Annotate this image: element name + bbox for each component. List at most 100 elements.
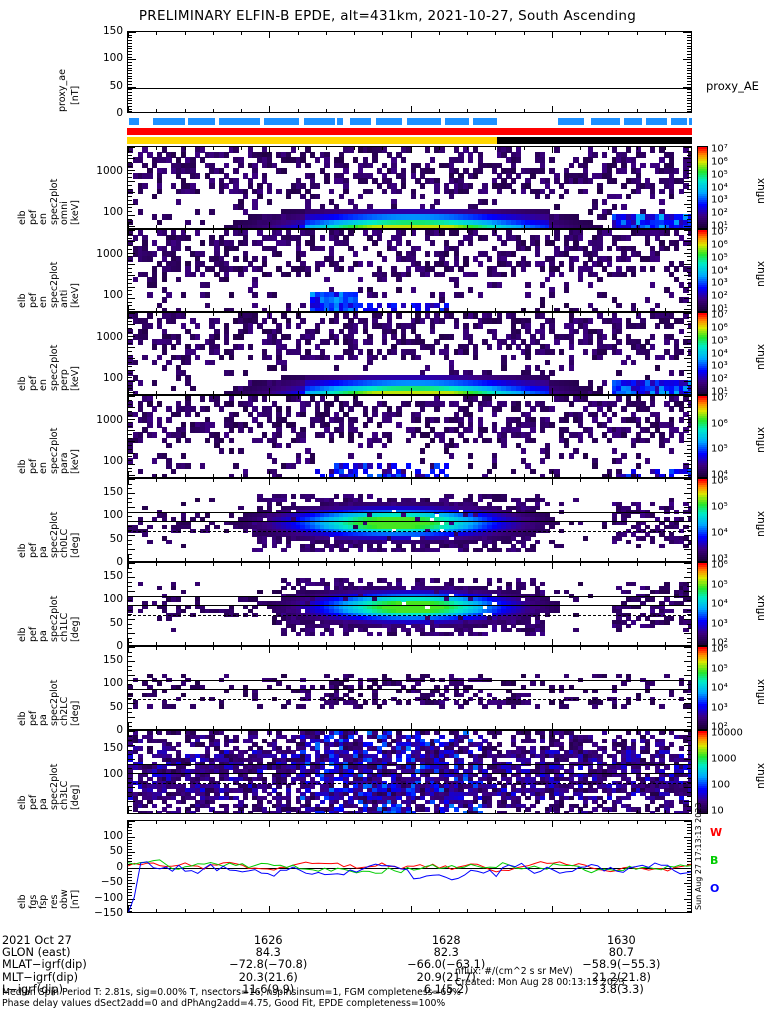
axis-tick [687,279,691,280]
axis-tick [185,313,186,316]
spectrogram-cell [406,438,411,444]
axis-tick [382,109,383,112]
spectrogram-cell [291,494,296,498]
spectrogram-cell [674,355,679,361]
axis-tick [128,370,135,371]
spectrogram-cell [382,189,387,195]
axis-tick [665,396,666,399]
spectrogram-cell [157,355,162,361]
spectrogram-cell [181,453,186,459]
spectrogram-cell [224,163,229,169]
spectrogram-cell [267,189,272,195]
spectrogram-cell [252,396,257,402]
axis-tick [524,32,525,35]
spectrogram-cell [315,194,320,200]
spectrogram-cell [147,323,152,329]
spectrogram-cell [147,540,152,544]
axis-tick [552,388,553,394]
colorbar-segment [698,559,707,561]
spectrogram-cell [200,272,205,278]
spectrogram-cell [281,586,286,590]
axis-tick [128,62,132,63]
axis-tick [213,558,214,561]
spectrogram-cell [468,183,473,189]
axis-tick [687,530,691,531]
spectrogram-data [128,147,691,228]
spectrogram-cell [573,448,578,454]
axis-tick [687,35,691,36]
spectrogram-cell [468,463,473,469]
axis-tick [298,225,299,228]
axis-tick [128,404,132,405]
axis-tick [637,391,638,394]
axis-tick [269,388,270,394]
spectrogram-cell [559,453,564,459]
spectrogram-cell [521,189,526,195]
spectrogram-cell [564,189,569,195]
spectrogram-data [128,479,691,561]
axis-tick [128,521,135,522]
spectrogram-cell [497,318,502,324]
spectrogram-cell [549,406,554,412]
colorbar-segment [698,309,707,311]
axis-tick [156,109,157,112]
spectrogram-cell [267,272,272,278]
axis-tick [439,474,440,477]
spectrogram-cell [147,292,152,298]
spectrogram-cell [564,443,569,449]
spectrogram-cell [521,448,526,454]
spectrogram-cell [348,438,353,444]
axis-tick [128,415,132,416]
spectrogram-data [128,563,691,645]
axis-tick [684,464,691,465]
panel-ytick: 100 [103,509,123,521]
axis-tick [439,308,440,311]
spectrogram-cell [343,548,348,552]
axis-tick [495,308,496,311]
axis-tick [439,313,440,316]
spectrogram-cell [612,204,617,210]
spectrogram-cell [425,443,430,449]
spectrogram-cell [396,277,401,283]
spectrogram-cell [138,609,143,613]
spectrogram-cell [276,443,281,449]
spectrogram-cell [348,406,353,412]
axis-tick [684,407,691,408]
spectrogram-cell [252,256,257,262]
spectrogram-cell [626,427,631,433]
axis-tick [684,430,691,431]
spectrogram-cell [181,590,186,594]
axis-tick [269,471,270,477]
panel-ytick: 100 [103,289,123,301]
axis-tick [128,407,135,408]
axis-tick [687,268,691,269]
spectrogram-cell [640,266,645,272]
spectrogram-cell [645,458,650,464]
spectrogram-cell [176,412,181,418]
spectrogram-cell [219,355,224,361]
axis-tick [156,396,157,399]
axis-tick [552,230,553,236]
axis-tick [128,92,132,93]
spectrogram-cell [621,406,626,412]
spectrogram-cell [458,240,463,246]
axis-tick [128,366,132,367]
colorbar-tick-label: 10⁵ [711,169,728,180]
spectrogram-cell [616,458,621,464]
spectrogram-cell [209,422,214,428]
axis-tick [439,558,440,561]
axis-tick [524,558,525,561]
spectrogram-cell [501,240,506,246]
spectrogram-cell [133,235,138,241]
axis-tick [354,308,355,311]
spectrogram-cell [229,292,234,298]
axis-tick [128,211,132,212]
spectrogram-cell [478,548,483,552]
axis-tick [128,460,132,461]
spectrogram-cell [454,323,459,329]
spectrogram-cell [487,344,492,350]
spectrogram-cell [348,453,353,459]
axis-tick [608,313,609,316]
axis-tick [684,441,691,442]
